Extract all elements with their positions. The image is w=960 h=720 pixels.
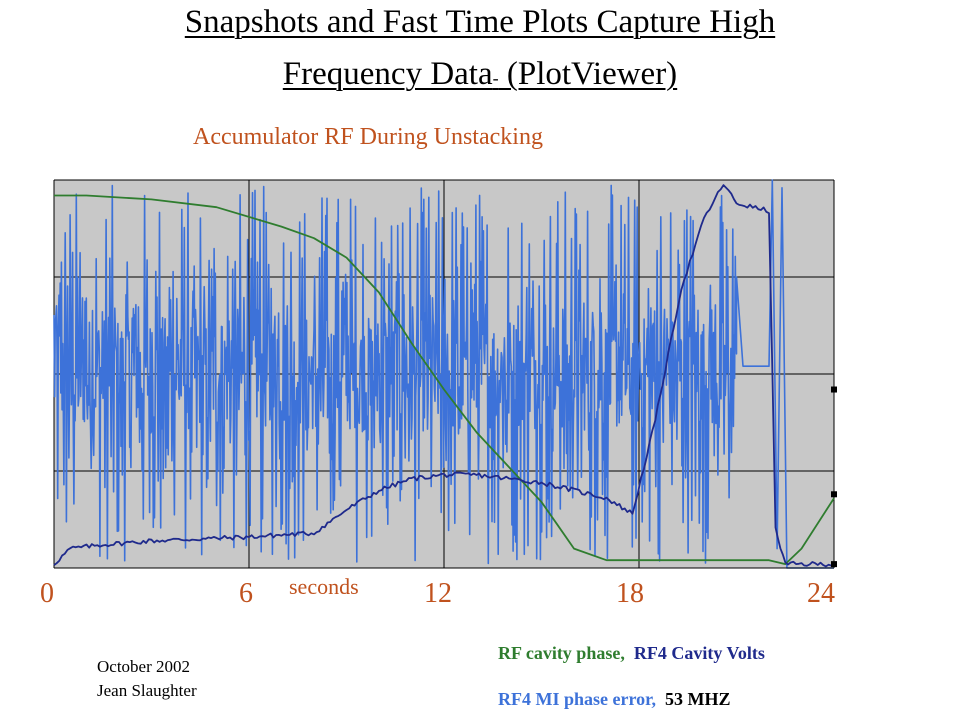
series-53-mhz-marker — [831, 386, 837, 393]
series-rf4-mi-phase-error — [53, 179, 834, 569]
slide-title-line-2: Frequency Data- (PlotViewer) — [0, 56, 960, 93]
x-tick-label-24: 24 — [807, 578, 835, 609]
title-plotviewer: (PlotViewer) — [498, 56, 678, 92]
x-tick-label-0: 0 — [40, 578, 54, 609]
legend-row-2: RF4 MI phase error, 53 MHZ — [498, 689, 730, 710]
series-53-mhz-marker — [831, 561, 837, 568]
footer-author: Jean Slaughter — [97, 681, 197, 700]
legend-rf-cavity-phase: RF cavity phase, — [498, 643, 625, 663]
accumulator-rf-plot — [48, 176, 840, 576]
legend-row-1: RF cavity phase, RF4 Cavity Volts — [498, 643, 765, 664]
x-axis-label: seconds — [289, 574, 359, 599]
series-rf4-cavity-volts — [53, 184, 835, 568]
marker-layer — [831, 386, 837, 568]
series-53-mhz-marker — [831, 491, 837, 498]
footer-date: October 2002 — [97, 657, 191, 676]
x-tick-label-6: 6 — [239, 578, 253, 609]
series-rf-cavity-phase — [54, 194, 835, 565]
series-layer — [53, 179, 835, 569]
slide-title-line-1: Snapshots and Fast Time Plots Capture Hi… — [184, 4, 776, 40]
title-frequency-data: Frequency Data — [282, 56, 493, 92]
x-tick-label-12: 12 — [424, 578, 452, 609]
legend-rf4-mi-phase-error: RF4 MI phase error, — [498, 689, 656, 709]
x-tick-label-18: 18 — [616, 578, 644, 609]
legend-53-mhz: 53 MHZ — [664, 689, 731, 709]
legend-rf4-cavity-volts: RF4 Cavity Volts — [633, 643, 765, 663]
title-dash: - — [492, 68, 499, 88]
chart-title: Accumulator RF During Unstacking — [193, 124, 543, 150]
